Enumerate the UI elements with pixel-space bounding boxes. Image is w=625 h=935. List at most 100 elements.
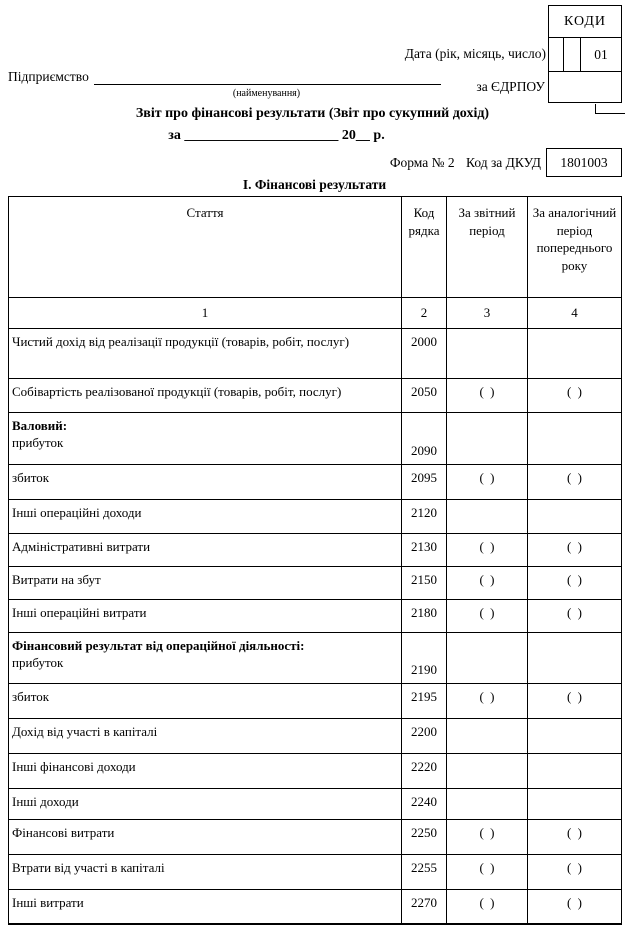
form-number-label: Форма № 2 <box>389 155 455 170</box>
report-period-line: за ______________________ 20__ р. <box>0 128 553 144</box>
row-article: Чистий дохід від реалізації продукції (т… <box>12 334 350 349</box>
row-article: Адміністративні витрати <box>12 539 151 554</box>
previous-cell: ( ) <box>527 533 622 567</box>
row-article: збиток <box>12 470 50 485</box>
code-cell: 2095 <box>401 464 447 500</box>
code-cell: 2130 <box>401 533 447 567</box>
code-cell: 2120 <box>401 499 447 534</box>
date-cell-month <box>564 38 581 71</box>
code-cell: 2255 <box>401 854 447 890</box>
report-title: Звіт про фінансові результати (Звіт про … <box>135 106 490 121</box>
table-row: Дохід від участі в капіталі 2200 <box>8 718 622 754</box>
code-cell: 2000 <box>401 328 447 379</box>
article-cell: Чистий дохід від реалізації продукції (т… <box>8 328 402 379</box>
table-row: Адміністративні витрати 2130 ( ) ( ) <box>8 533 622 567</box>
reporting-cell: ( ) <box>446 819 528 855</box>
enterprise-label: Підприємство <box>8 69 89 84</box>
previous-cell <box>527 788 622 820</box>
table-row: Інші витрати 2270 ( ) ( ) <box>8 889 622 925</box>
previous-cell <box>527 753 622 789</box>
article-cell: збиток <box>8 464 402 500</box>
reporting-cell: ( ) <box>446 889 528 925</box>
date-label: Дата (рік, місяць, число) <box>404 46 546 61</box>
row-article: Інші операційні витрати <box>12 605 147 620</box>
header-reporting-period: За звітний період <box>446 196 528 298</box>
date-cell-day: 01 <box>594 46 608 62</box>
previous-cell <box>527 328 622 379</box>
reporting-cell: ( ) <box>446 378 528 413</box>
code-cell: 2150 <box>401 566 447 600</box>
box-corner-fragment <box>595 104 625 114</box>
article-cell: Фінансові витрати <box>8 819 402 855</box>
row-article: Собівартість реалізованої продукції (тов… <box>12 384 342 399</box>
code-cell: 2200 <box>401 718 447 754</box>
financial-results-table: Стаття Код рядка За звітний період За ан… <box>8 196 622 925</box>
period-suffix: 20__ р. <box>341 128 385 143</box>
article-cell: Інші операційні витрати <box>8 599 402 633</box>
article-cell: Інші доходи <box>8 788 402 820</box>
reporting-cell <box>446 328 528 379</box>
reporting-cell: ( ) <box>446 854 528 890</box>
row-article: Інші фінансові доходи <box>12 759 136 774</box>
article-cell: Інші витрати <box>8 889 402 925</box>
form-number-line: Форма № 2 Код за ДКУД <box>0 155 541 171</box>
row-group-title: Валовий: <box>12 418 68 433</box>
table-row: Фінансовий результат від операційної дія… <box>8 632 622 684</box>
previous-cell: ( ) <box>527 819 622 855</box>
table-row: Інші фінансові доходи 2220 <box>8 753 622 789</box>
code-cell: 2195 <box>401 683 447 719</box>
table-row: Витрати на збут 2150 ( ) ( ) <box>8 566 622 600</box>
edrpou-label: за ЄДРПОУ <box>476 79 545 94</box>
code-cell: 2190 <box>401 632 447 684</box>
table-row: Інші операційні доходи 2120 <box>8 499 622 534</box>
previous-cell <box>527 632 622 684</box>
row-article: Інші операційні доходи <box>12 505 142 520</box>
table-row: збиток 2095 ( ) ( ) <box>8 464 622 500</box>
article-cell: Витрати на збут <box>8 566 402 600</box>
previous-cell <box>527 718 622 754</box>
previous-cell: ( ) <box>527 889 622 925</box>
row-article: Витрати на збут <box>12 572 101 587</box>
reporting-cell: ( ) <box>446 683 528 719</box>
codes-panel: КОДИ 01 <box>548 5 622 103</box>
article-cell: Інші фінансові доходи <box>8 753 402 789</box>
header-article: Стаття <box>8 196 402 298</box>
header-code: Код рядка <box>401 196 447 298</box>
code-cell: 2050 <box>401 378 447 413</box>
col-num-3: 3 <box>446 297 528 329</box>
reporting-cell <box>446 499 528 534</box>
previous-cell: ( ) <box>527 464 622 500</box>
row-article: Фінансові витрати <box>12 825 115 840</box>
reporting-cell: ( ) <box>446 599 528 633</box>
previous-cell: ( ) <box>527 599 622 633</box>
code-cell: 2090 <box>401 412 447 465</box>
reporting-cell <box>446 788 528 820</box>
kody-label: КОДИ <box>563 13 607 29</box>
reporting-cell <box>446 412 528 465</box>
article-cell: Собівартість реалізованої продукції (тов… <box>8 378 402 413</box>
reporting-cell: ( ) <box>446 533 528 567</box>
table-row: Чистий дохід від реалізації продукції (т… <box>8 328 622 379</box>
period-blank: ______________________ <box>184 128 339 143</box>
dkud-label: Код за ДКУД <box>466 155 541 170</box>
row-article: Інші витрати <box>12 895 84 910</box>
previous-cell: ( ) <box>527 683 622 719</box>
table-row: Фінансові витрати 2250 ( ) ( ) <box>8 819 622 855</box>
table-row: Собівартість реалізованої продукції (тов… <box>8 378 622 413</box>
article-cell: збиток <box>8 683 402 719</box>
previous-cell <box>527 499 622 534</box>
table-row: Інші доходи 2240 <box>8 788 622 820</box>
article-cell: Втрати від участі в капіталі <box>8 854 402 890</box>
header-previous-period: За аналогічний період попереднього року <box>527 196 622 298</box>
row-article: прибуток <box>12 654 64 670</box>
dkud-code-box: 1801003 <box>546 148 622 177</box>
article-cell: Фінансовий результат від операційної дія… <box>8 632 402 684</box>
reporting-cell <box>446 632 528 684</box>
row-article: Інші доходи <box>12 794 79 809</box>
table-header-row: Стаття Код рядка За звітний період За ан… <box>8 196 622 298</box>
previous-cell: ( ) <box>527 378 622 413</box>
reporting-cell: ( ) <box>446 464 528 500</box>
row-article: Дохід від участі в капіталі <box>12 724 158 739</box>
code-cell: 2180 <box>401 599 447 633</box>
code-cell: 2220 <box>401 753 447 789</box>
